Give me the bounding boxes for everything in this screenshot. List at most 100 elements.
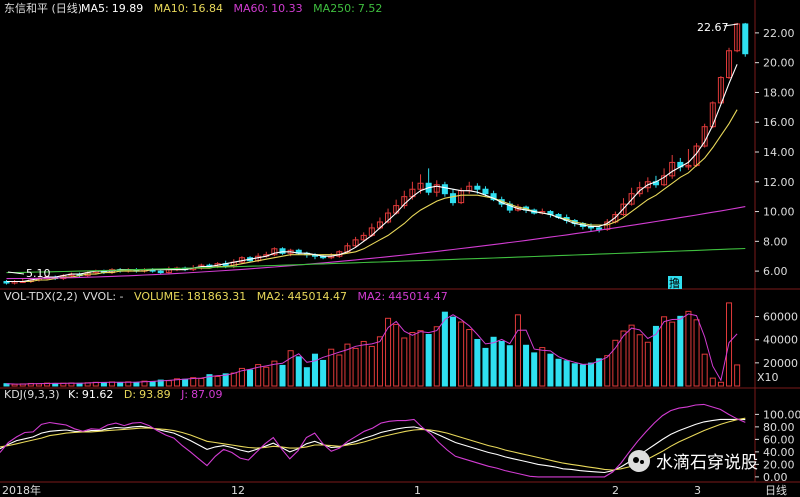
kdj-panel-title: KDJ(9,3,3): [4, 388, 60, 401]
price-tick-label: 12.00: [763, 176, 795, 189]
kdj-d-line: [0, 417, 746, 471]
volume-bar: [482, 347, 489, 387]
ma10-value: 16.84: [191, 2, 223, 15]
volume-bar: [76, 382, 83, 387]
volume-bar: [52, 383, 59, 387]
marker-badge: [668, 276, 682, 289]
price-plot: [3, 22, 749, 285]
candle-body: [717, 77, 724, 104]
candle-body: [449, 193, 457, 204]
volume-bar: [523, 344, 530, 387]
kdj-d-label: D:: [124, 388, 136, 401]
volume-bar: [490, 336, 497, 387]
volume-bar: [190, 377, 197, 387]
x-label-2018: 2018年: [2, 483, 41, 497]
volume-bar: [287, 350, 294, 387]
volume-bar: [133, 381, 140, 387]
volume-ma2b-value: 445014.47: [388, 290, 448, 303]
kdj-j-value: 87.09: [191, 388, 223, 401]
volume-bar: [514, 314, 521, 387]
x-axis-period-label: 日线: [765, 483, 787, 497]
x-label-mar: 3: [694, 484, 701, 497]
volume-value: 181863.31: [187, 290, 247, 303]
ma60-line: [6, 206, 746, 280]
price-tick-label: 16.00: [763, 116, 795, 129]
volume-bar: [303, 367, 310, 387]
volume-bar: [328, 348, 335, 387]
volume-plot: [3, 302, 741, 387]
volume-bar: [360, 340, 367, 387]
vvol-label: VVOL: -: [83, 290, 124, 303]
volume-bar: [409, 332, 416, 387]
volume-bar: [531, 352, 538, 387]
kdj-k-line: [0, 418, 746, 474]
kdj-k-label: K:: [68, 388, 79, 401]
volume-bar: [539, 347, 546, 387]
wechat-icon: [628, 449, 650, 472]
volume-bar: [247, 369, 254, 387]
volume-bar: [198, 377, 205, 387]
volume-bar: [612, 339, 619, 387]
candle-body: [636, 187, 643, 195]
watermark-text: 水滴石穿说股: [656, 453, 758, 473]
kdj-j-line: [0, 403, 746, 478]
ma250-line: [6, 247, 746, 274]
volume-bar: [238, 367, 245, 387]
volume-bar: [141, 380, 148, 387]
volume-bar: [644, 341, 651, 387]
volume-bar: [279, 364, 286, 387]
volume-bar: [311, 353, 319, 387]
volume-tick-label: 60000: [763, 311, 798, 324]
x-axis: 2018年 12 1 2 3 日线: [2, 483, 787, 497]
volume-bar: [206, 374, 213, 387]
volume-bar: [11, 383, 18, 387]
candle-body: [157, 270, 164, 274]
volume-bar: [555, 358, 562, 387]
volume-bar: [636, 334, 643, 387]
candle-body: [474, 185, 481, 190]
volume-legend: VOL-TDX(2,2) VVOL: - VOLUME: 181863.31 MA2…: [4, 290, 448, 303]
volume-tick-label: 20000: [763, 357, 798, 370]
volume-bar: [117, 382, 124, 387]
volume-bar: [295, 356, 302, 387]
volume-bar: [3, 383, 10, 387]
candle-body: [596, 227, 603, 230]
ma250-label: MA250:: [313, 2, 355, 15]
volume-bar: [458, 321, 465, 387]
ma-legend: MA5: 19.89 MA10: 16.84 MA60: 10.33 MA250: 7.…: [81, 2, 382, 15]
kdj-plot: [0, 403, 746, 478]
volume-bar: [182, 378, 189, 387]
candle-body: [352, 239, 359, 247]
low-annotation-arrow: [7, 271, 25, 275]
volume-bar: [652, 325, 659, 387]
kdj-j-label: J:: [180, 388, 188, 401]
volume-bar: [230, 372, 237, 387]
high-annotation: 22.67: [697, 21, 729, 34]
candle-body: [669, 161, 676, 177]
volume-bar: [717, 381, 724, 387]
price-axis: 6.00 8.00 10.00 12.00 14.00 16.00 18.00 20.00 22…: [755, 27, 795, 278]
low-annotation: 5.10: [26, 267, 51, 280]
volume-bar: [344, 343, 351, 387]
high-annotation-arrow: [723, 23, 739, 27]
price-tick-label: 14.00: [763, 146, 795, 159]
volume-bar: [709, 377, 716, 387]
watermark: 水滴石穿说股: [628, 448, 758, 473]
volume-bar: [661, 316, 668, 387]
ma10-line: [6, 109, 738, 283]
volume-bar: [669, 321, 676, 387]
volume-bar: [157, 379, 164, 387]
volume-bar: [677, 315, 684, 387]
volume-bar: [571, 363, 578, 387]
candle-body: [3, 281, 10, 284]
kdj-k-value: 91.62: [82, 388, 114, 401]
price-tick-label: 22.00: [763, 27, 795, 40]
price-tick-label: 18.00: [763, 86, 795, 99]
x-label-jan: 1: [414, 484, 421, 497]
candle-body: [279, 248, 286, 254]
volume-bar: [352, 347, 359, 387]
volume-bar: [173, 378, 180, 387]
volume-bar: [393, 323, 400, 387]
volume-bar: [466, 329, 473, 387]
